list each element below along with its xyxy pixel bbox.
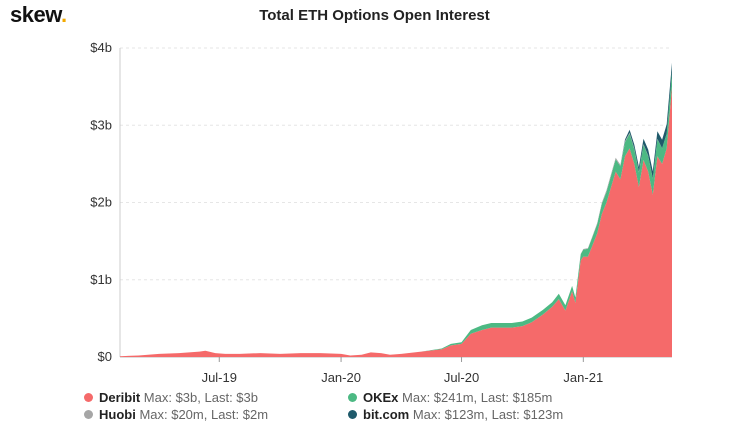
- legend-item[interactable]: bit.com Max: $123m, Last: $123m: [348, 407, 563, 422]
- legend-series-name: Deribit: [99, 390, 144, 405]
- chart-title: Total ETH Options Open Interest: [259, 7, 490, 24]
- legend-swatch: [348, 410, 357, 420]
- legend-series-name: OKEx: [363, 390, 403, 405]
- x-tick-label: Jan-21: [563, 370, 603, 385]
- legend-series-name: Huobi: [99, 407, 140, 422]
- legend-series-stats: Max: $3b, Last: $3b: [143, 390, 258, 405]
- legend-item[interactable]: Huobi Max: $20m, Last: $2m: [84, 407, 268, 422]
- y-tick-label: $4b: [90, 40, 112, 55]
- x-tick-label: Jul-19: [202, 370, 237, 385]
- y-tick-label: $0: [98, 349, 112, 364]
- legend-series-stats: Max: $123m, Last: $123m: [412, 407, 564, 422]
- logo-dot: .: [61, 2, 67, 27]
- legend-series-stats: Max: $241m, Last: $185m: [402, 390, 553, 405]
- y-tick-label: $3b: [90, 117, 112, 132]
- logo-text: skew: [10, 2, 62, 27]
- x-tick-label: Jul-20: [444, 370, 479, 385]
- legend-swatch: [348, 393, 357, 403]
- y-tick-label: $2b: [90, 195, 112, 210]
- x-tick-label: Jan-20: [321, 370, 361, 385]
- legend-series-stats: Max: $20m, Last: $2m: [139, 407, 269, 422]
- legend-swatch: [84, 393, 93, 403]
- series-area-deribit: [120, 86, 672, 357]
- skew-logo: skew.: [10, 2, 67, 28]
- legend-item[interactable]: Deribit Max: $3b, Last: $3b: [84, 390, 258, 405]
- legend-series-name: bit.com: [363, 407, 413, 422]
- y-tick-label: $1b: [90, 272, 112, 287]
- legend-swatch: [84, 410, 93, 420]
- legend-item[interactable]: OKEx Max: $241m, Last: $185m: [348, 390, 552, 405]
